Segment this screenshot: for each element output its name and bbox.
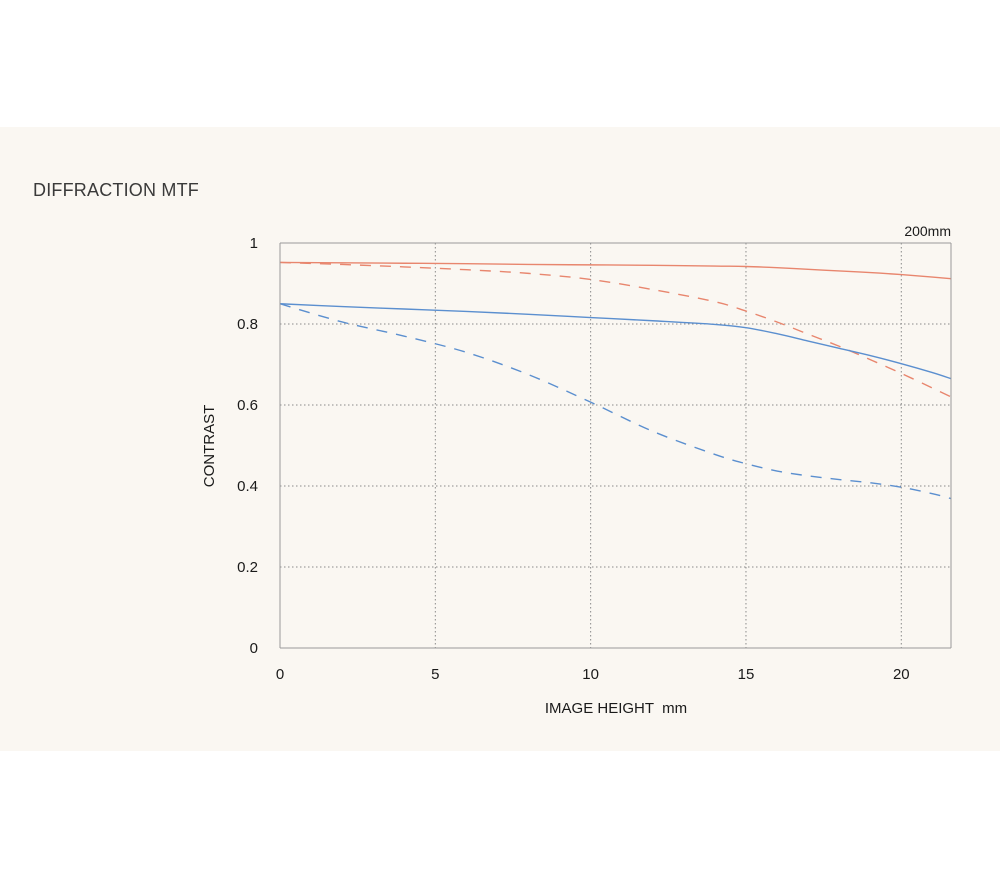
series-orange-solid [279, 261, 952, 280]
y-tick-label: 0.6 [237, 397, 258, 414]
x-tick-label: 0 [276, 666, 284, 683]
x-axis-label: IMAGE HEIGHT mm [545, 700, 687, 717]
axes: 00.20.40.60.810 5 10 15 20 [237, 235, 952, 683]
series-orange-dashed [279, 261, 952, 398]
x-tick-label: 20 [893, 666, 910, 683]
chart-panel: DIFFRACTION MTF [0, 127, 1000, 751]
x-tick-label: 10 [582, 666, 599, 683]
y-tick-label: 1 [250, 235, 258, 252]
y-axis-label: CONTRAST [201, 405, 218, 488]
focal-length-annotation: 200mm [904, 223, 951, 239]
y-tick-label: 0.8 [237, 316, 258, 333]
page-title: DIFFRACTION MTF [33, 180, 199, 200]
grid [280, 243, 951, 648]
series-layer [279, 261, 952, 500]
y-tick-label: 0.4 [237, 478, 258, 495]
series-blue-dashed [279, 303, 952, 500]
y-tick-label: 0.2 [237, 559, 258, 576]
series-blue-solid [279, 303, 952, 380]
x-tick-label: 15 [738, 666, 755, 683]
y-tick-label: 0 [250, 640, 258, 657]
x-tick-label: 5 [431, 666, 439, 683]
